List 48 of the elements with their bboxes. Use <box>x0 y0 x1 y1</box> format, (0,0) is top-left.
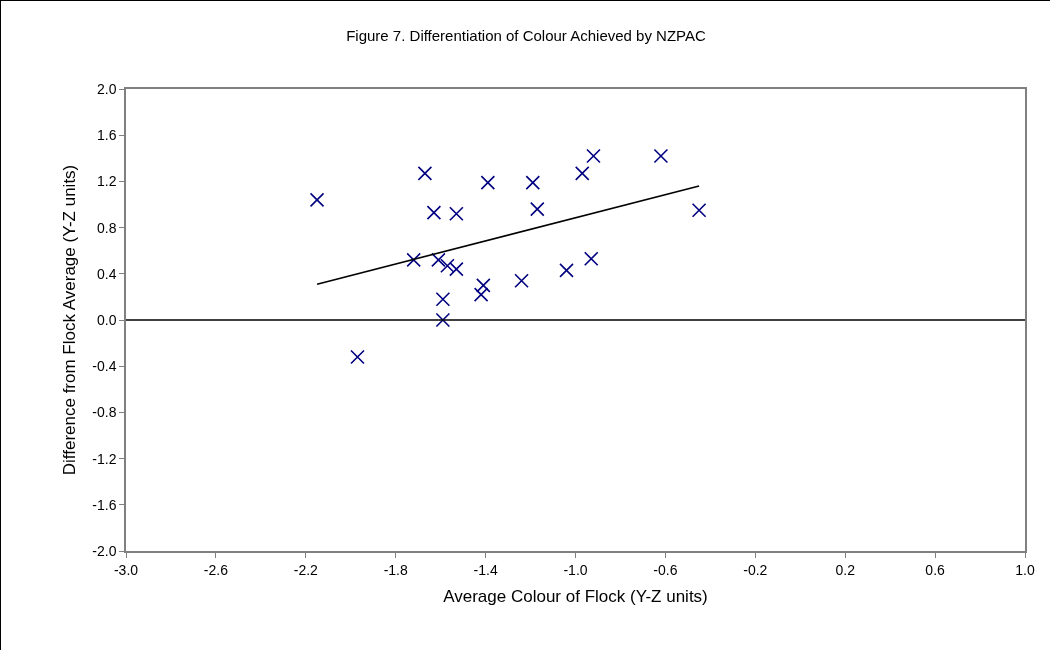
y-tick-label: 0.4 <box>96 265 117 282</box>
x-tick-label: 0.2 <box>835 561 856 578</box>
y-tick-label: -0.8 <box>92 404 117 421</box>
x-axis-title: Average Colour of Flock (Y-Z units) <box>443 587 708 607</box>
x-tick-label: -1.4 <box>473 561 498 578</box>
x-tick-label: -3.0 <box>113 561 139 578</box>
y-tick-label: 0.8 <box>96 219 117 236</box>
y-tick-label: -2.0 <box>92 542 117 559</box>
point <box>473 287 489 302</box>
point <box>480 175 496 190</box>
x-tick-label: -2.2 <box>293 561 319 578</box>
point <box>435 312 451 328</box>
point <box>440 258 455 274</box>
x-tick-label: 0.6 <box>925 561 946 578</box>
point <box>426 205 442 220</box>
point <box>350 349 365 365</box>
x-tick-label: -1.8 <box>383 561 408 578</box>
y-tick-label: -1.2 <box>92 450 117 467</box>
point <box>449 261 464 277</box>
x-tick-label: -2.6 <box>203 561 229 578</box>
x-tick-label: 1.0 <box>1015 561 1035 578</box>
point <box>583 251 599 267</box>
y-tick-label: 2.0 <box>96 80 117 97</box>
point <box>574 166 590 181</box>
y-tick-label: -1.6 <box>92 496 117 513</box>
point <box>417 166 433 181</box>
x-tick-label: -0.2 <box>743 561 768 578</box>
x-tick-label: -1.0 <box>563 561 588 578</box>
y-tick-label: 1.2 <box>96 173 117 190</box>
point <box>449 206 464 222</box>
y-tick-label: -0.4 <box>92 358 117 375</box>
point <box>529 201 545 217</box>
point <box>653 148 669 164</box>
point <box>691 202 707 218</box>
point <box>525 175 541 190</box>
point <box>476 278 491 293</box>
x-tick-label: -0.6 <box>653 561 678 578</box>
point <box>514 273 529 289</box>
point <box>435 291 451 307</box>
point <box>586 148 601 164</box>
y-tick-label: 0.0 <box>96 311 117 328</box>
y-axis-title: Difference from Flock Average (Y-Z units) <box>60 164 80 476</box>
point <box>431 252 446 268</box>
point <box>406 252 421 268</box>
point <box>559 263 574 278</box>
chart-title: Figure 7. Differentiation of Colour Achieved by NZPAC <box>346 26 706 44</box>
point <box>309 192 325 208</box>
y-tick-label: 1.6 <box>96 127 117 144</box>
